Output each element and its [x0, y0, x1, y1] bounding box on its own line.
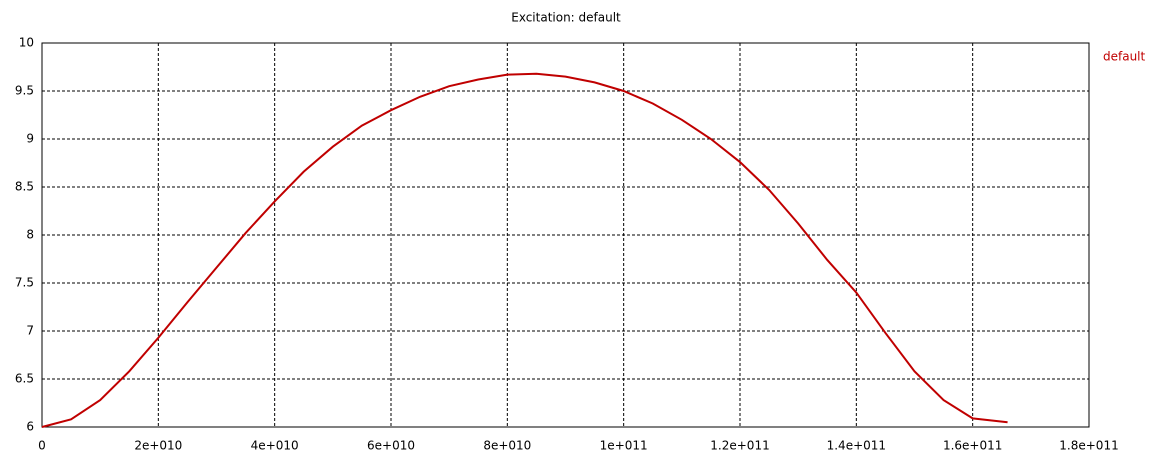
x-tick-label: 6e+010 [367, 439, 415, 453]
y-tick-label: 9 [26, 132, 34, 146]
y-tick-label: 6 [26, 420, 34, 434]
x-tick-label: 1.4e+011 [827, 439, 886, 453]
y-tick-label: 10 [19, 36, 34, 50]
y-tick-label: 8.5 [15, 180, 34, 194]
y-tick-label: 6.5 [15, 372, 34, 386]
legend-label: default [1103, 50, 1146, 64]
y-tick-label: 7.5 [15, 276, 34, 290]
x-tick-label: 2e+010 [134, 439, 182, 453]
x-tick-label: 0 [38, 439, 46, 453]
chart-title: Excitation: default [511, 11, 621, 25]
y-tick-label: 7 [26, 324, 34, 338]
x-tick-label: 8e+010 [483, 439, 531, 453]
x-tick-label: 1.2e+011 [710, 439, 769, 453]
x-tick-label: 1.8e+011 [1059, 439, 1118, 453]
y-tick-label: 8 [26, 228, 34, 242]
x-tick-label: 4e+010 [251, 439, 299, 453]
x-tick-label: 1e+011 [600, 439, 648, 453]
x-tick-label: 1.6e+011 [943, 439, 1002, 453]
data-line [41, 72, 1008, 428]
y-tick-label: 9.5 [15, 84, 34, 98]
